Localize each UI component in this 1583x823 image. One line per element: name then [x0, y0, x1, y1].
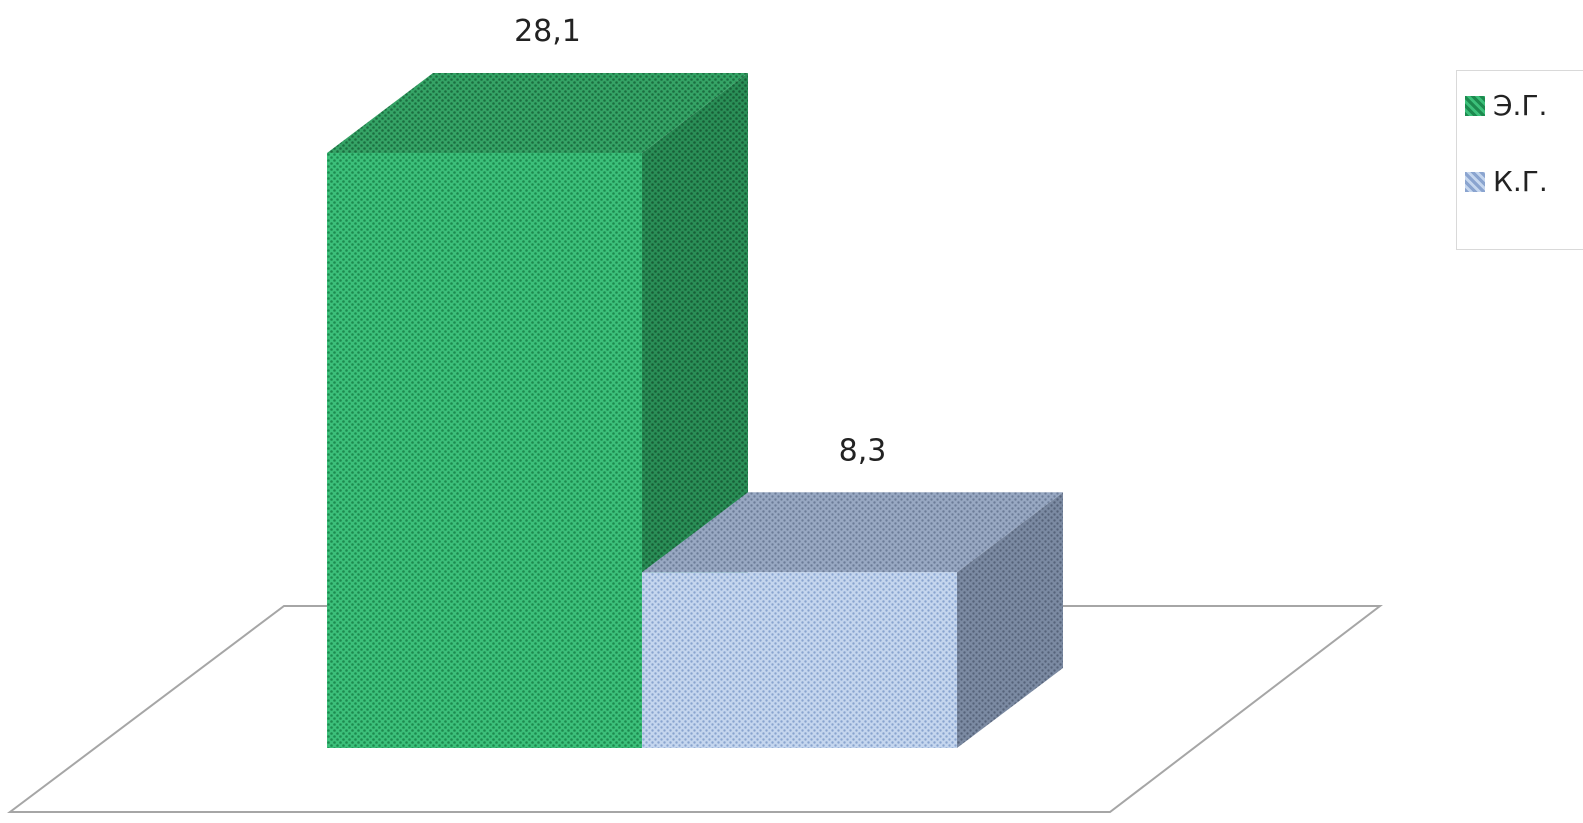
bar-kg-front [642, 572, 957, 748]
data-labels-group: 28,1 8,3 [514, 14, 886, 468]
legend-label-eg: Э.Г. [1493, 89, 1548, 122]
bar-eg-front [327, 153, 642, 748]
bar-eg-top [327, 73, 748, 153]
bar-kg[interactable] [642, 492, 1063, 748]
legend-swatch-eg [1465, 95, 1485, 116]
legend-item-eg[interactable]: Э.Г. [1465, 89, 1547, 122]
data-label-eg: 28,1 [514, 14, 581, 49]
legend-label-kg: К.Г. [1493, 165, 1548, 198]
bar-kg-top [642, 492, 1063, 573]
legend: Э.Г. К.Г. [1456, 70, 1583, 250]
legend-swatch-kg [1465, 171, 1485, 192]
bar-kg-side [957, 492, 1063, 748]
data-label-kg: 8,3 [839, 433, 887, 468]
bars-group [327, 73, 1063, 748]
legend-item-kg[interactable]: К.Г. [1465, 165, 1548, 198]
